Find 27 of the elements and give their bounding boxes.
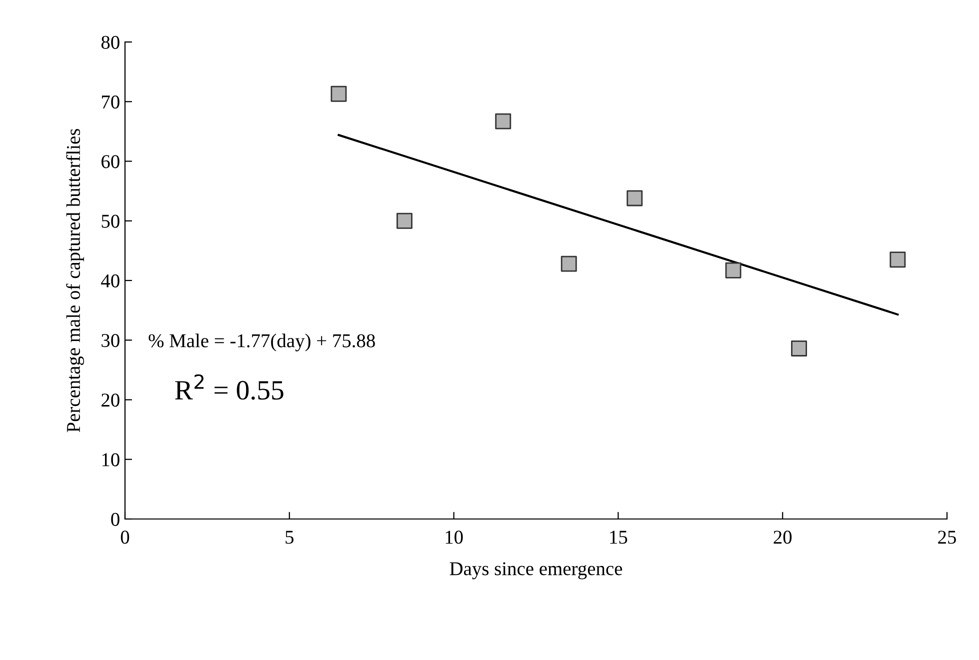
annotation: % Male = -1.77(day) + 75.88 — [148, 334, 375, 352]
y-tick-label: 80 — [101, 36, 120, 49]
y-tick-label: 50 — [102, 214, 120, 228]
point — [330, 86, 347, 102]
point — [626, 190, 643, 206]
x-axis-title: Days since emergence — [450, 562, 622, 580]
point — [396, 212, 412, 229]
y-tick-label: 10 — [102, 453, 120, 466]
y-tick-label: 40 — [101, 274, 120, 288]
y-tick-label: 60 — [102, 155, 120, 168]
point — [890, 252, 906, 268]
x-tick-label: 5 — [286, 530, 294, 544]
y-tick-label: 0 — [111, 512, 120, 526]
point — [725, 262, 742, 278]
point — [791, 340, 808, 356]
x-tick-label: 15 — [610, 530, 628, 544]
point — [495, 113, 512, 130]
point — [560, 256, 577, 272]
x-tick-label: 25 — [938, 530, 956, 544]
x-tick-label: 10 — [446, 530, 463, 544]
y-tick-label: 30 — [102, 334, 120, 348]
x-tick-label: 20 — [774, 530, 792, 544]
y-axis-title: Percentage male of captured butterflies — [66, 128, 84, 432]
y-tick-label: 20 — [102, 394, 120, 407]
y-tick-label: 70 — [102, 95, 120, 109]
annotation: R$^{2}$ = 0.55 — [175, 374, 284, 400]
x-tick-label: 0 — [120, 530, 130, 544]
